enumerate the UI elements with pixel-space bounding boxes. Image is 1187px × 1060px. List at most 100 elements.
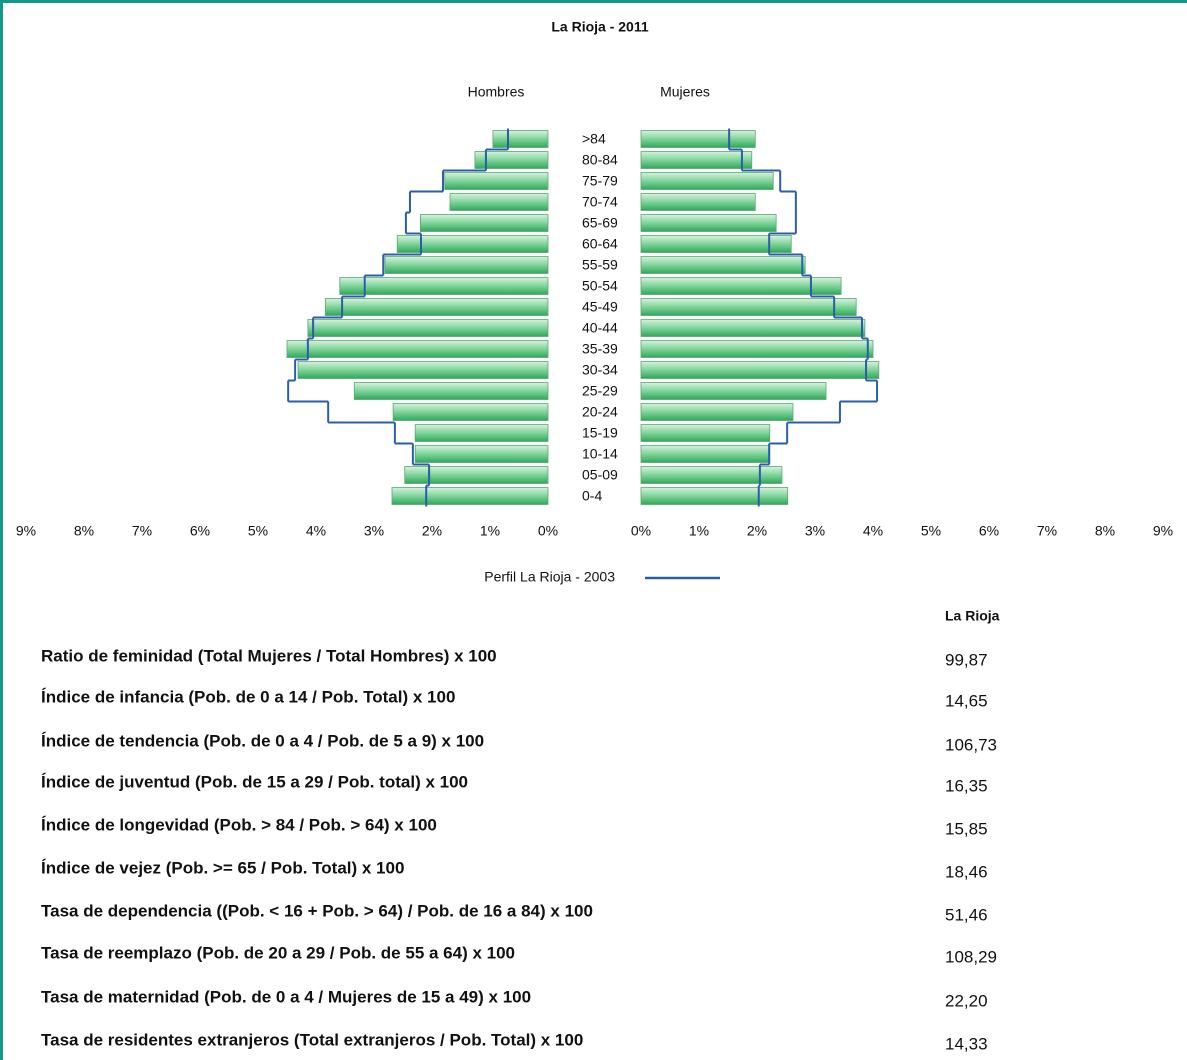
row-label: Índice de juventud (Pob. de 15 a 29 / Po… [41,772,468,791]
row-value: 15,85 [945,819,988,838]
x-tick-label: 4% [863,523,883,539]
row-label: Ratio de feminidad (Total Mujeres / Tota… [41,646,497,665]
row-value: 108,29 [945,947,997,966]
row-label: Índice de tendencia (Pob. de 0 a 4 / Pob… [41,731,484,750]
category-label: 35-39 [582,341,618,357]
bar [640,340,874,358]
x-tick-label: 8% [1095,523,1115,539]
bar [640,445,771,463]
bar [404,466,549,484]
x-tick-label: 6% [190,523,210,539]
bar [419,214,549,232]
x-tick-label: 6% [979,523,999,539]
bar [339,277,549,295]
category-label: >84 [582,131,606,147]
x-tick-label: 7% [1037,523,1057,539]
bar [640,193,756,211]
category-label: 30-34 [582,362,618,378]
x-tick-label: 3% [364,523,384,539]
row-label: Tasa de maternidad (Pob. de 0 a 4 / Muje… [41,987,531,1006]
bar [640,214,777,232]
chart: La Rioja - 2011 Hombres Mujeres Perfil L… [16,19,1173,1054]
x-tick-label: 8% [74,523,94,539]
x-tick-label: 5% [921,523,941,539]
category-label: 55-59 [582,257,618,273]
bar [307,319,549,337]
x-tick-label: 1% [689,523,709,539]
bar [640,151,753,169]
bar [640,424,771,442]
bar [414,424,549,442]
bar [324,298,549,316]
row-label: Índice de vejez (Pob. >= 65 / Pob. Total… [41,858,404,877]
legend-label: Perfil La Rioja - 2003 [484,569,615,585]
bar [384,256,549,274]
bar [492,130,549,148]
row-value: 16,35 [945,776,988,795]
x-tick-label: 9% [16,523,36,539]
x-tick-label: 3% [805,523,825,539]
category-label: 50-54 [582,278,618,294]
x-tick-label: 0% [538,523,558,539]
x-tick-label: 2% [422,523,442,539]
bar [414,445,549,463]
bar [353,382,549,400]
category-label: 60-64 [582,236,618,252]
row-value: 106,73 [945,735,997,754]
row-value: 18,46 [945,862,988,881]
bar [640,466,783,484]
chart-title: La Rioja - 2011 [551,19,648,35]
row-value: 99,87 [945,650,988,669]
category-label: 15-19 [582,425,618,441]
row-label: Índice de infancia (Pob. de 0 a 14 / Pob… [41,687,455,706]
bar [392,403,549,421]
x-tick-label: 5% [248,523,268,539]
bar [640,403,794,421]
bar [474,151,549,169]
bar [286,340,549,358]
category-label: 25-29 [582,383,618,399]
bar [640,319,866,337]
bar [640,130,756,148]
x-tick-label: 4% [306,523,326,539]
row-value: 51,46 [945,905,988,924]
category-label: 10-14 [582,446,618,462]
bar [444,172,549,190]
category-label: 65-69 [582,215,618,231]
bar [640,487,789,505]
bar [640,256,806,274]
row-label: Tasa de reemplazo (Pob. de 20 a 29 / Pob… [41,943,515,962]
x-tick-label: 7% [132,523,152,539]
bar [640,235,792,253]
bar [391,487,549,505]
bar [449,193,549,211]
row-label: Tasa de residentes extranjeros (Total ex… [41,1030,583,1049]
row-label: Tasa de dependencia ((Pob. < 16 + Pob. >… [41,901,593,920]
bar [640,361,880,379]
panel-label: Hombres [468,84,525,100]
row-value: 14,65 [945,691,988,710]
x-tick-label: 0% [631,523,651,539]
category-label: 40-44 [582,320,618,336]
category-label: 45-49 [582,299,618,315]
x-tick-label: 1% [480,523,500,539]
panel-label: Mujeres [660,84,710,100]
x-tick-label: 2% [747,523,767,539]
category-label: 05-09 [582,467,618,483]
category-label: 75-79 [582,173,618,189]
bar [396,235,549,253]
category-label: 0-4 [582,488,602,504]
bar [297,361,549,379]
category-label: 70-74 [582,194,618,210]
bar [640,382,827,400]
row-label: Índice de longevidad (Pob. > 84 / Pob. >… [41,815,437,834]
table-header: La Rioja [945,608,1000,624]
category-label: 20-24 [582,404,618,420]
row-value: 22,20 [945,991,988,1010]
row-value: 14,33 [945,1034,988,1053]
bar [640,172,774,190]
bar [640,277,842,295]
bar [640,298,857,316]
x-tick-label: 9% [1153,523,1173,539]
